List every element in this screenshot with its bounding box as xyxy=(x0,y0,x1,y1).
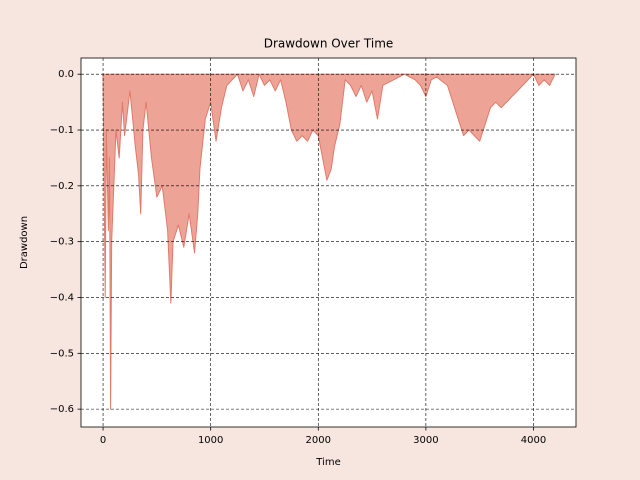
chart-title: Drawdown Over Time xyxy=(264,37,394,51)
x-tick-label: 2000 xyxy=(306,435,331,446)
y-tick-label: −0.2 xyxy=(50,181,74,192)
y-axis-label: Drawdown xyxy=(19,216,30,269)
y-tick-label: −0.4 xyxy=(50,292,74,303)
axes-frame xyxy=(80,57,577,428)
y-tick-label: −0.3 xyxy=(50,237,74,248)
y-tick-label: −0.1 xyxy=(50,125,74,136)
x-tick-label: 1000 xyxy=(198,435,223,446)
x-tick-label: 4000 xyxy=(521,435,546,446)
x-axis-label: Time xyxy=(315,457,340,468)
x-tick-label: 0 xyxy=(100,435,106,446)
x-tick-label: 3000 xyxy=(413,435,438,446)
y-tick-label: −0.6 xyxy=(50,404,74,415)
y-tick-label: 0.0 xyxy=(58,69,74,80)
y-tick-label: −0.5 xyxy=(50,348,74,359)
